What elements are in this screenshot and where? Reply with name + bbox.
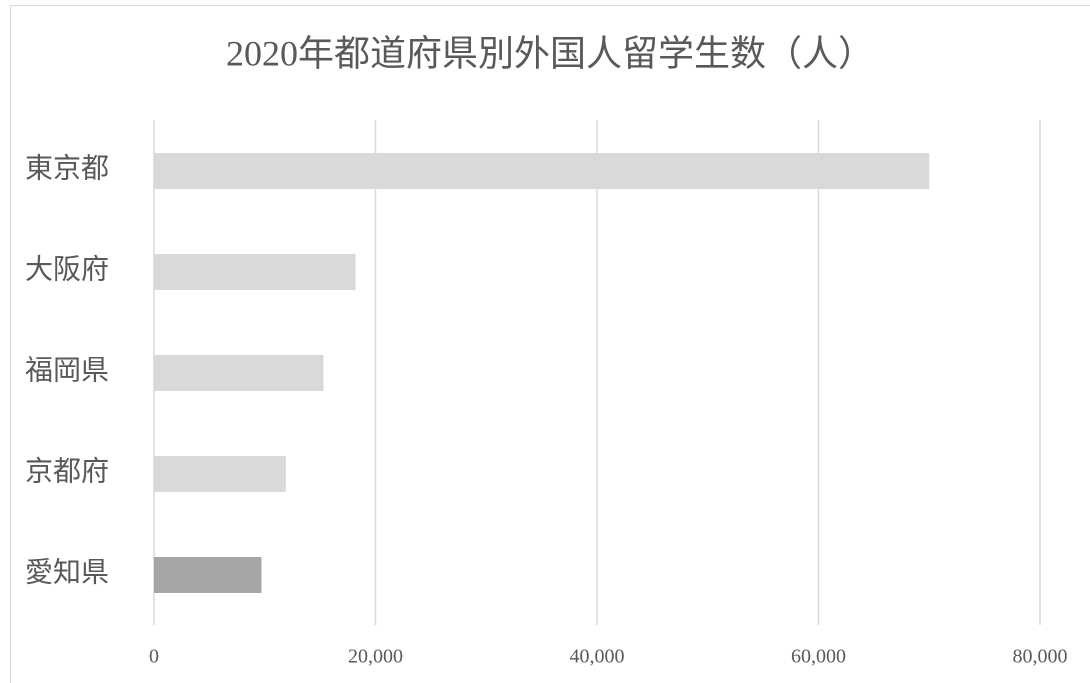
bar xyxy=(154,557,262,593)
x-tick-label: 0 xyxy=(149,646,159,668)
y-tick-label: 愛知県 xyxy=(25,556,109,588)
x-tick-label: 40,000 xyxy=(570,646,625,668)
bar xyxy=(154,456,286,492)
y-tick-label: 京都府 xyxy=(25,455,109,487)
y-tick-label: 福岡県 xyxy=(25,354,109,386)
bar xyxy=(154,355,324,391)
bar xyxy=(154,254,356,290)
bar xyxy=(154,153,930,189)
y-tick-label: 東京都 xyxy=(25,152,109,184)
y-tick-label: 大阪府 xyxy=(25,253,109,285)
x-tick-label: 60,000 xyxy=(791,646,846,668)
x-tick-label: 20,000 xyxy=(348,646,403,668)
chart-title: 2020年都道府県別外国人留学生数（人） xyxy=(226,33,874,73)
x-tick-label: 80,000 xyxy=(1013,646,1068,668)
